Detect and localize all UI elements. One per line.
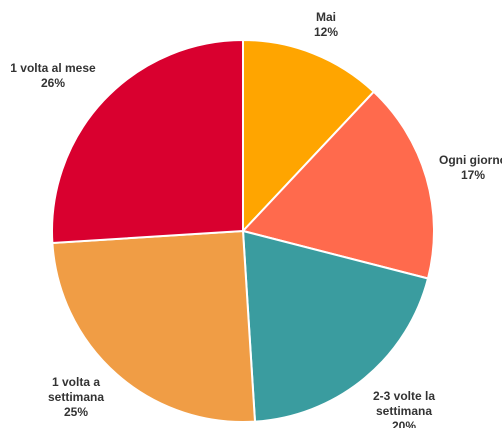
pie-slice-2 (241, 90, 435, 280)
slice-label-5: 1 volta al mese 26% (10, 61, 96, 90)
slice-category-text: settimana (48, 390, 104, 404)
slice-category-text: 1 volta a (52, 375, 100, 389)
slice-value-text: 17% (461, 168, 485, 182)
slice-label-1: Mai 12% (314, 10, 338, 39)
slice-category-text: 2-3 volte la (373, 389, 435, 403)
slice-value-text: 25% (64, 405, 88, 419)
slice-category-text: Ogni giorno (439, 153, 502, 167)
pie-slice-4 (51, 229, 257, 423)
slice-value-text: 26% (41, 76, 65, 90)
slice-category-text: Mai (316, 10, 336, 24)
pie-slice-1 (242, 38, 376, 234)
pie-slice-5 (51, 38, 244, 245)
slice-label-3: 2-3 volte la settimana 20% (373, 389, 435, 428)
pie-slice-3 (241, 229, 430, 423)
slice-label-2: Ogni giorno 17% (439, 153, 502, 182)
slice-label-4: 1 volta a settimana 25% (48, 375, 104, 419)
slice-category-text: 1 volta al mese (10, 61, 96, 75)
pie-slices (51, 38, 435, 423)
slice-category-text: settimana (376, 404, 432, 418)
slice-value-text: 20% (392, 419, 416, 428)
pie-labels: Mai 12%Ogni giorno 17%2-3 volte la settiman… (10, 10, 502, 428)
slice-value-text: 12% (314, 25, 338, 39)
